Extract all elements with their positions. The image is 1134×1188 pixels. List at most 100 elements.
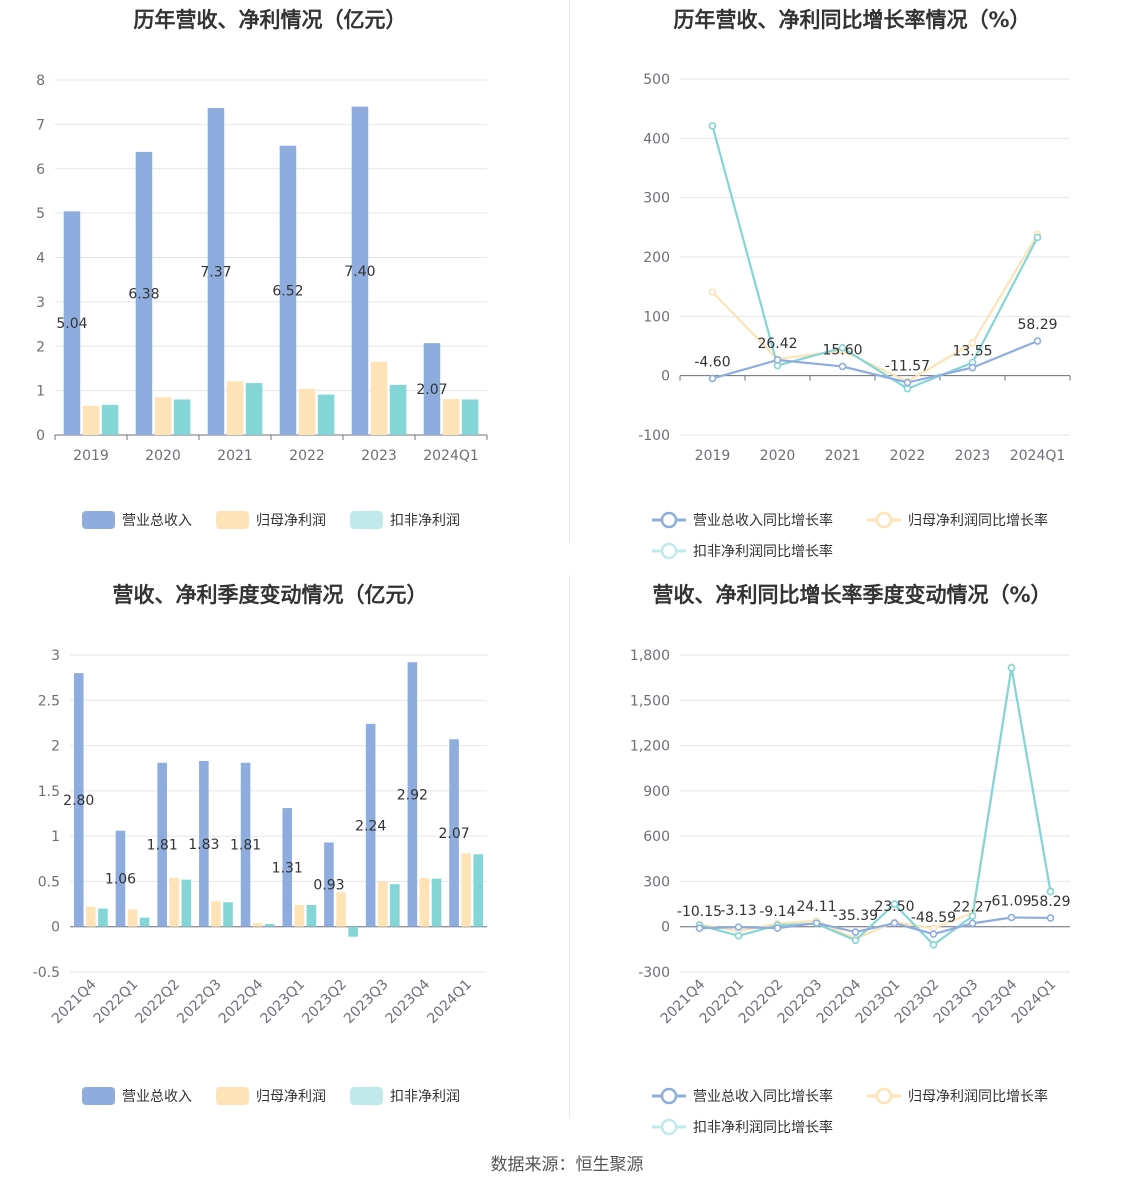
legend-label: 归母净利润 [256,512,326,529]
y-tick-label: 0 [36,428,45,444]
series-line-deducted-profit [711,125,1039,390]
x-tick-label: 2020 [145,448,181,464]
data-label: 22.27 [952,899,992,915]
x-tick-label: 2023Q3 [341,977,392,1028]
data-label: 1.81 [230,838,261,854]
data-label: 23.50 [874,899,914,915]
data-point [1046,914,1055,922]
y-tick-label: 600 [643,829,670,845]
data-point [708,374,717,383]
legend-swatch [216,511,249,529]
legend-marker [660,542,678,560]
bar-deducted-profit [101,404,119,435]
y-tick-label: 900 [643,784,670,800]
y-tick-label: 3 [36,295,45,311]
legend-swatch [216,1087,249,1105]
bar-net-profit [336,892,346,927]
x-tick-label: 2022Q3 [174,977,225,1028]
bar-revenue [135,151,153,435]
data-label: 58.29 [1017,317,1057,333]
legend-label: 扣非净利润 [390,1089,460,1105]
bar-net-profit [419,877,430,927]
data-point [903,378,912,387]
data-point [968,339,977,347]
data-label: 1.83 [188,837,219,853]
legend-label: 营业总收入同比增长率 [693,512,833,529]
data-point [890,900,899,908]
bar-revenue [423,343,441,435]
y-tick-label: 300 [643,191,670,207]
bar-deducted-profit [389,384,407,435]
legend-label: 营业总收入同比增长率 [693,1088,833,1105]
bar-deducted-profit [390,884,400,927]
data-label: 1.06 [105,872,136,888]
series-line-revenue [712,340,1038,384]
data-label: 58.29 [1030,894,1070,910]
data-point [773,356,782,364]
bar-net-profit [252,923,263,927]
legend-label: 归母净利润 [256,1088,326,1105]
data-point [929,941,938,949]
data-point [1033,337,1042,345]
y-tick-label: 1.5 [38,784,60,800]
legend-label: 扣非净利润 [390,513,460,529]
x-tick-label: 2023Q4 [383,976,434,1027]
bar-revenue [324,842,334,927]
legend-marker [660,511,678,529]
y-tick-label: 4 [36,251,45,267]
y-tick-label: 8 [36,73,45,89]
x-tick-label: 2020 [760,448,796,464]
data-point [929,930,938,938]
data-label: -48.59 [911,910,956,926]
x-tick-label: 2021Q4 [49,976,100,1027]
data-point [1007,913,1016,922]
data-point [890,919,899,927]
y-tick-label: 1,200 [630,739,670,755]
data-point [708,288,717,296]
y-tick-label: 300 [643,874,670,890]
y-tick-label: 2.5 [38,693,60,709]
x-tick-label: 2024Q1 [424,977,475,1028]
data-label: 2.07 [438,826,469,842]
legend-marker [875,1087,893,1105]
bar-deducted-profit [473,854,484,927]
data-label: 5.04 [56,316,87,332]
y-tick-label: 1 [36,384,45,400]
bar-deducted-profit [264,923,275,927]
data-label: 7.37 [200,264,231,280]
y-tick-label: 500 [643,72,670,88]
data-label: 0.93 [313,878,344,894]
bar-net-profit [461,853,471,927]
x-tick-label: 2023Q2 [299,977,350,1028]
x-tick-label: 2022Q1 [91,977,142,1028]
x-tick-label: 2021 [217,448,253,464]
data-label: 13.55 [952,344,992,360]
x-tick-label: 2022 [289,448,325,464]
data-point [838,362,847,371]
y-tick-label: 2 [36,339,45,355]
annual-revenue-profit-svg: 历年营收、净利情况（亿元） 0 1 2 3 4 5 6 7 8 2019 2020 2021 2022 20… [36,8,488,529]
legend-swatch [350,1087,383,1105]
data-point [708,122,717,130]
legend-swatch [82,511,115,529]
data-point [968,912,977,920]
data-label: 2.80 [63,793,94,809]
bar-revenue [207,107,225,436]
y-tick-label: 0 [661,369,670,385]
data-point [773,924,782,932]
data-point [1033,233,1042,242]
data-label: -35.39 [833,908,878,924]
annual-growth-rate-svg: 历年营收、净利同比增长率情况（%） -100 0 100 200 300 400 500 201… [638,8,1071,560]
bar-revenue [115,830,126,927]
data-label: 6.38 [128,286,159,302]
y-tick-label: -300 [638,965,670,981]
bar-net-profit [442,399,460,435]
y-tick-label: 6 [36,162,45,178]
bar-revenue [279,145,297,436]
y-tick-label: 7 [36,117,45,133]
legend-marker [660,1087,678,1105]
bar-revenue [240,762,251,927]
y-tick-label: 0.5 [38,874,60,890]
bar-net-profit [377,881,388,927]
bar-deducted-profit [431,878,442,927]
